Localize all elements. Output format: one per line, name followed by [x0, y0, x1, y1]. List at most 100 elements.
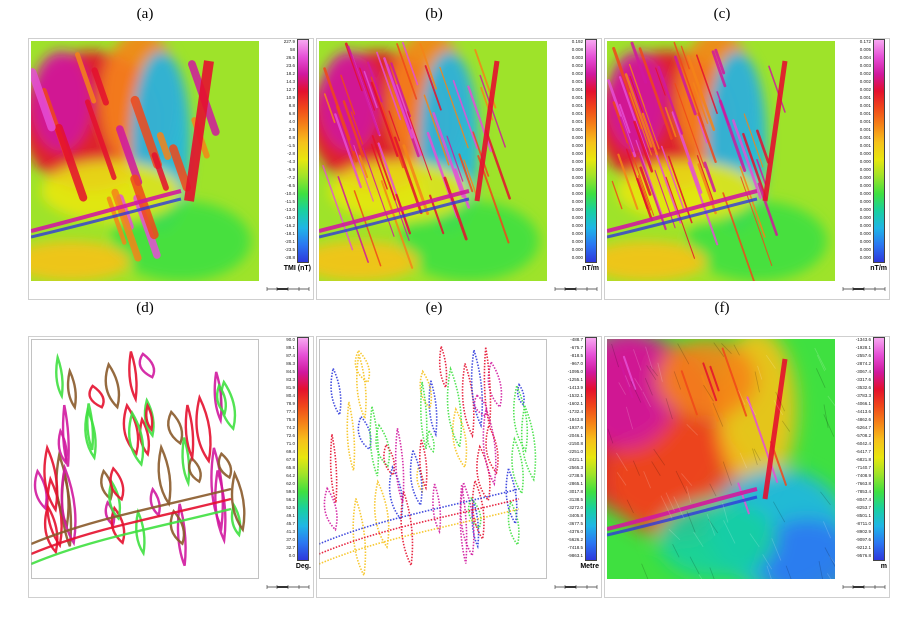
colorbar-tick-label: -3532.6	[855, 385, 871, 390]
colorbar-tick-label: 0.000	[571, 135, 583, 140]
colorbar-tick-label: -1255.1	[567, 377, 583, 382]
colorbar-tick-label: 71.0	[286, 441, 295, 446]
colorbar: 90.0 89.1 87.4 86.3 84.5 83.3 81.9 80.4 78.9 77.4…	[265, 337, 313, 577]
panel-d: 90.0 89.1 87.4 86.3 84.5 83.3 81.9 80.4 78.9 77.4…	[28, 336, 314, 598]
map-image	[607, 339, 835, 579]
colorbar-tick-label: 18.2	[286, 71, 295, 76]
scale-bar-graphic	[842, 585, 886, 589]
panel-label-f: (f)	[714, 300, 730, 316]
colorbar-tick-label: 81.9	[286, 385, 295, 390]
colorbar-ticks: 227.9 58 26.5 23.6 18.2 14.3 12.7 10.9 8.8 6.8 4.0…	[265, 39, 295, 263]
colorbar-tick-label: 77.4	[286, 409, 295, 414]
colorbar-tick-label: 12.7	[286, 87, 295, 92]
colorbar-tick-label: 86.3	[286, 361, 295, 366]
colorbar-tick-label: 0.002	[571, 63, 583, 68]
colorbar-tick-label: -28.8	[284, 255, 295, 260]
colorbar-tick-label: 8.8	[288, 103, 295, 108]
colorbar-unit: TMI (nT)	[283, 265, 311, 272]
colorbar-tick-label: 0.001	[571, 87, 583, 92]
colorbar-tick-label: -10.4	[284, 191, 295, 196]
colorbar-tick-label: -1928.1	[855, 345, 871, 350]
colorbar-tick-label: -2.8	[287, 151, 295, 156]
colorbar-tick-label: -8902.9	[855, 529, 871, 534]
colorbar-tick-label: 0.003	[571, 55, 583, 60]
colorbar-tick-label: 69.4	[286, 449, 295, 454]
colorbar-tick-label: 0.002	[571, 71, 583, 76]
colorbar-tick-label: -9097.6	[855, 537, 871, 542]
colorbar-tick-label: -3405.8	[567, 513, 583, 518]
colorbar-tick-label: 10.9	[286, 95, 295, 100]
colorbar-gradient	[873, 39, 885, 263]
colorbar-tick-label: -4066.1	[855, 401, 871, 406]
colorbar-tick-label: 0.000	[571, 239, 583, 244]
colorbar-tick-label: 49.1	[286, 513, 295, 518]
colorbar-tick-label: 0.000	[571, 215, 583, 220]
panel-label-a: (a)	[136, 6, 154, 22]
colorbar-tick-label: 0.000	[859, 151, 871, 156]
colorbar-tick-label: 23.6	[286, 63, 295, 68]
scale-bar	[265, 283, 311, 295]
colorbar-tick-label: -1532.1	[567, 393, 583, 398]
scale-bar-graphic	[842, 287, 886, 291]
colorbar-tick-label: -7663.8	[855, 481, 871, 486]
colorbar-tick-label: -13.0	[284, 207, 295, 212]
colorbar-tick-label: 0.000	[859, 223, 871, 228]
colorbar-tick-label: -1732.4	[567, 409, 583, 414]
colorbar-tick-label: 0.002	[859, 87, 871, 92]
colorbar: 227.9 58 26.5 23.6 18.2 14.3 12.7 10.9 8.8 6.8 4.0…	[265, 39, 313, 279]
colorbar-tick-label: 0.000	[859, 231, 871, 236]
map-image	[319, 41, 547, 281]
colorbar-tick-label: 0.000	[571, 247, 583, 252]
colorbar-tick-label: -1095.0	[567, 369, 583, 374]
colorbar-tick-label: -6042.4	[855, 441, 871, 446]
colorbar-tick-label: 0.000	[859, 167, 871, 172]
colorbar-ticks: -1343.6 -1928.1 -2557.6 -2874.2 -3067.4 -3317…	[841, 337, 871, 561]
colorbar-tick-label: 0.000	[571, 167, 583, 172]
colorbar-tick-label: -1413.9	[567, 385, 583, 390]
colorbar-tick-label: 0.001	[859, 119, 871, 124]
colorbar-tick-label: -1.5	[287, 143, 295, 148]
colorbar-tick-label: -6417.7	[855, 449, 871, 454]
colorbar-ticks: 90.0 89.1 87.4 86.3 84.5 83.3 81.9 80.4 78.9 77.4…	[265, 337, 295, 561]
colorbar-tick-label: 0.004	[859, 55, 871, 60]
colorbar-gradient	[585, 39, 597, 263]
colorbar-tick-label: 41.3	[286, 529, 295, 534]
colorbar-tick-label: -20.1	[284, 239, 295, 244]
colorbar-tick-label: -23.5	[284, 247, 295, 252]
colorbar-tick-label: 75.8	[286, 417, 295, 422]
colorbar-tick-label: 0.001	[859, 143, 871, 148]
colorbar-tick-label: 87.4	[286, 353, 295, 358]
scale-bar-graphic	[554, 287, 598, 291]
colorbar-tick-label: 0.000	[859, 207, 871, 212]
colorbar-tick-label: 89.1	[286, 345, 295, 350]
colorbar-tick-label: 0.001	[571, 111, 583, 116]
colorbar-tick-label: 52.5	[286, 505, 295, 510]
colorbar-tick-label: 0.000	[859, 159, 871, 164]
panel-label-c: (c)	[713, 6, 731, 22]
colorbar: -1343.6 -1928.1 -2557.6 -2874.2 -3067.4 -3317…	[841, 337, 889, 577]
scale-bar-graphic	[554, 585, 598, 589]
colorbar-tick-label: 0.000	[571, 199, 583, 204]
colorbar-tick-label: -7853.4	[855, 489, 871, 494]
colorbar-gradient	[297, 39, 309, 263]
colorbar-tick-label: 59.5	[286, 489, 295, 494]
colorbar-tick-label: 64.2	[286, 473, 295, 478]
colorbar-tick-label: -2150.8	[567, 441, 583, 446]
colorbar-tick-label: 0.001	[859, 127, 871, 132]
colorbar-tick-label: -1343.6	[855, 337, 871, 342]
colorbar: 0.172 0.005 0.004 0.003 0.002 0.002 0.002 0.001…	[841, 39, 889, 279]
colorbar-tick-label: 0.002	[859, 79, 871, 84]
colorbar-tick-label: 0.001	[859, 135, 871, 140]
colorbar-tick-label: -4.3	[287, 159, 295, 164]
colorbar-tick-label: -3272.0	[567, 505, 583, 510]
colorbar-tick-label: 227.9	[283, 39, 295, 44]
colorbar-tick-label: 0.001	[859, 95, 871, 100]
colorbar-tick-label: 45.7	[286, 521, 295, 526]
colorbar-tick-label: -2557.6	[855, 353, 871, 358]
panel-f: -1343.6 -1928.1 -2557.6 -2874.2 -3067.4 -3317…	[604, 336, 890, 598]
colorbar-tick-label: -7.2	[287, 175, 295, 180]
colorbar-tick-label: 0.000	[859, 191, 871, 196]
colorbar-unit: Metre	[580, 563, 599, 570]
colorbar-tick-label: 0.0	[288, 553, 295, 558]
colorbar-tick-label: 0.000	[571, 255, 583, 260]
